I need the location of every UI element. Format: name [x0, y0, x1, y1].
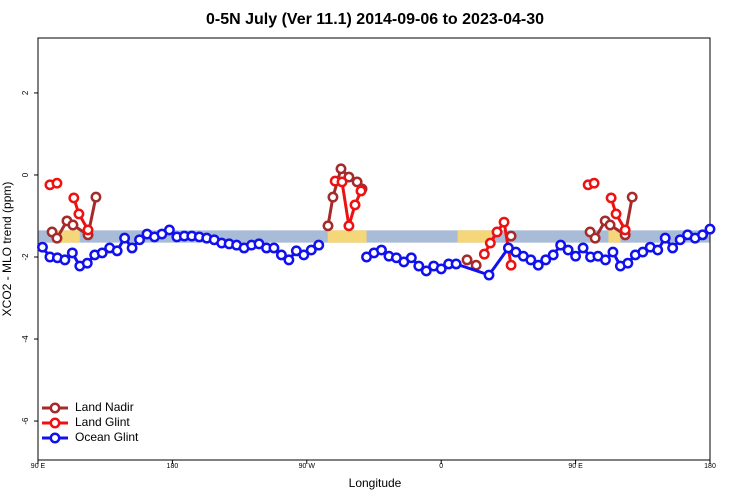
point: [667, 242, 679, 254]
point: [607, 246, 619, 258]
point: [275, 249, 287, 261]
legend-label: Land Glint: [75, 415, 130, 429]
y-tick-label: -4: [21, 335, 30, 343]
point: [134, 234, 145, 246]
point: [555, 239, 567, 251]
point: [59, 254, 71, 266]
point: [305, 244, 317, 256]
point: [37, 241, 48, 253]
point: [351, 176, 363, 188]
point: [405, 252, 417, 264]
point: [82, 224, 94, 236]
point: [96, 247, 108, 259]
point: [73, 208, 85, 220]
point: [498, 216, 510, 228]
point: [51, 232, 63, 244]
point: [562, 244, 574, 256]
point: [674, 234, 686, 246]
point: [570, 250, 582, 262]
point: [491, 226, 503, 238]
x-tick-label: 90 E: [568, 463, 583, 470]
series-line: [49, 179, 627, 266]
chart-title: 0-5N July (Ver 11.1) 2014-09-06 to 2023-…: [206, 11, 544, 28]
band-segment: [608, 230, 621, 243]
point: [81, 257, 93, 269]
point: [652, 244, 664, 256]
x-tick-label: 180: [704, 463, 716, 470]
y-tick-label: -2: [21, 253, 30, 261]
point: [343, 220, 355, 232]
point: [505, 259, 517, 271]
point: [619, 224, 631, 236]
y-axis-label: XCO2 - MLO trend (ppm): [0, 182, 14, 317]
legend-label: Ocean Glint: [75, 430, 139, 444]
point: [413, 260, 425, 272]
point: [67, 219, 79, 231]
point: [435, 263, 447, 275]
point: [327, 191, 339, 203]
point: [604, 219, 616, 231]
point: [622, 257, 634, 269]
point: [119, 232, 131, 244]
y-tick-label: -6: [21, 417, 30, 425]
point: [283, 254, 295, 266]
point: [637, 246, 649, 258]
point: [540, 254, 552, 266]
point: [577, 242, 589, 254]
legend-marker: [49, 402, 61, 414]
point: [349, 199, 361, 211]
point: [626, 191, 638, 203]
legend-marker: [49, 417, 61, 429]
point: [298, 249, 310, 261]
point: [313, 239, 325, 251]
point: [51, 177, 63, 189]
point: [659, 232, 671, 244]
band-segment: [327, 230, 367, 243]
point: [704, 223, 716, 235]
point: [697, 229, 708, 241]
legend-label: Land Nadir: [75, 400, 134, 414]
point: [126, 242, 138, 254]
point: [588, 177, 600, 189]
point: [322, 220, 334, 232]
point: [268, 242, 280, 254]
point: [547, 249, 559, 261]
point: [111, 245, 123, 257]
band-segment: [457, 230, 492, 243]
point: [478, 248, 490, 260]
point: [600, 254, 611, 266]
point: [163, 224, 175, 236]
x-tick-label: 90 W: [299, 463, 316, 470]
point: [376, 244, 387, 256]
point: [335, 163, 347, 175]
point: [336, 176, 348, 188]
point: [90, 191, 102, 203]
legend-marker: [49, 432, 61, 444]
point: [343, 171, 355, 183]
point: [461, 254, 473, 266]
point: [589, 232, 601, 244]
point: [610, 208, 622, 220]
y-tick-label: 2: [21, 90, 30, 95]
x-tick-label: 90 E: [31, 463, 46, 470]
point: [532, 259, 544, 271]
y-tick-label: 0: [21, 172, 30, 177]
x-tick-label: 180: [167, 463, 179, 470]
x-tick-label: 0: [439, 463, 443, 470]
point: [420, 265, 432, 277]
point: [355, 185, 367, 197]
point: [605, 192, 617, 204]
point: [484, 237, 496, 249]
point: [450, 258, 462, 270]
point: [483, 269, 495, 281]
x-axis-label: Longitude: [349, 476, 402, 490]
point: [66, 247, 78, 259]
point: [68, 192, 80, 204]
point: [525, 254, 537, 266]
